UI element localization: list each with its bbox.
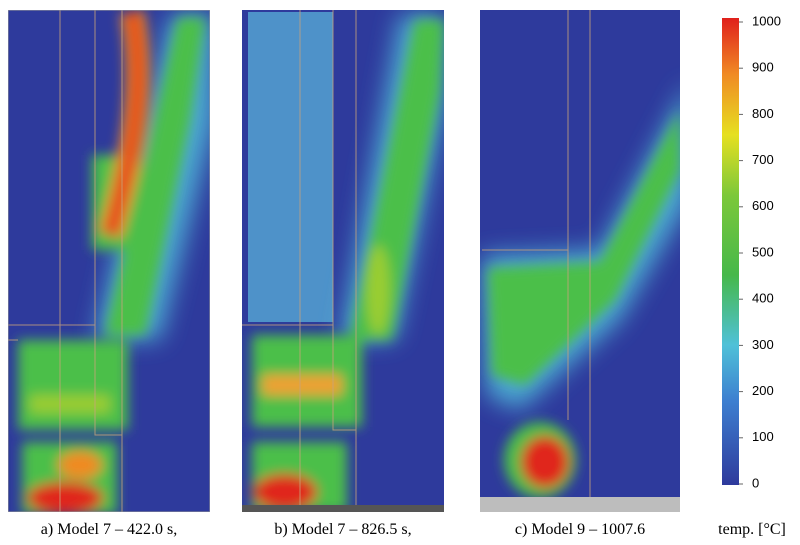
colorbar-label: temp. [°C] xyxy=(718,521,786,538)
colorbar-tick-label: 200 xyxy=(752,383,774,398)
panel-b-image xyxy=(242,10,444,512)
colorbar-tick-label: 500 xyxy=(752,244,774,259)
colorbar-tick-label: 900 xyxy=(752,60,774,75)
colorbar-tick-label: 0 xyxy=(752,475,759,490)
colorbar-tick-label: 1000 xyxy=(752,13,781,28)
colorbar-tick-label: 400 xyxy=(752,291,774,306)
colorbar-tick-label: 700 xyxy=(752,152,774,167)
panel-a-image xyxy=(8,10,210,512)
panel-caption: c) Model 9 – 1007.6 xyxy=(515,521,645,538)
colorbar-tick-label: 800 xyxy=(752,106,774,121)
panel-c-image xyxy=(480,10,680,512)
colorbar-tick-label: 300 xyxy=(752,337,774,352)
panel-caption: b) Model 7 – 826.5 s, xyxy=(274,521,411,538)
colorbar-tick-label: 600 xyxy=(752,198,774,213)
colorbar-ticks: 0 100 200 300 400 500 600 700 800 900 1000 xyxy=(739,13,781,490)
panel-caption: a) Model 7 – 422.0 s, xyxy=(41,521,177,538)
colorbar xyxy=(722,18,739,485)
colorbar-tick-label: 100 xyxy=(752,429,774,444)
